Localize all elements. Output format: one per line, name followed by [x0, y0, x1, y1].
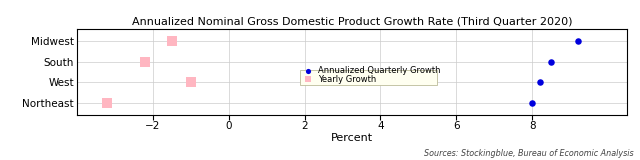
Point — [303, 70, 313, 72]
Point — [303, 78, 313, 80]
Point — [527, 102, 538, 104]
Point — [573, 40, 583, 42]
FancyBboxPatch shape — [300, 70, 436, 85]
Point — [186, 81, 196, 84]
Point — [535, 81, 545, 84]
X-axis label: Percent: Percent — [331, 133, 373, 143]
Point — [166, 40, 177, 42]
Text: Yearly Growth: Yearly Growth — [318, 75, 376, 84]
Title: Annualized Nominal Gross Domestic Product Growth Rate (Third Quarter 2020): Annualized Nominal Gross Domestic Produc… — [132, 17, 572, 27]
Text: Sources: Stockingblue, Bureau of Economic Analysis: Sources: Stockingblue, Bureau of Economi… — [424, 149, 634, 158]
Text: Annualized Quarterly Growth: Annualized Quarterly Growth — [318, 66, 440, 76]
Point — [102, 102, 112, 104]
Point — [140, 60, 150, 63]
Point — [546, 60, 556, 63]
